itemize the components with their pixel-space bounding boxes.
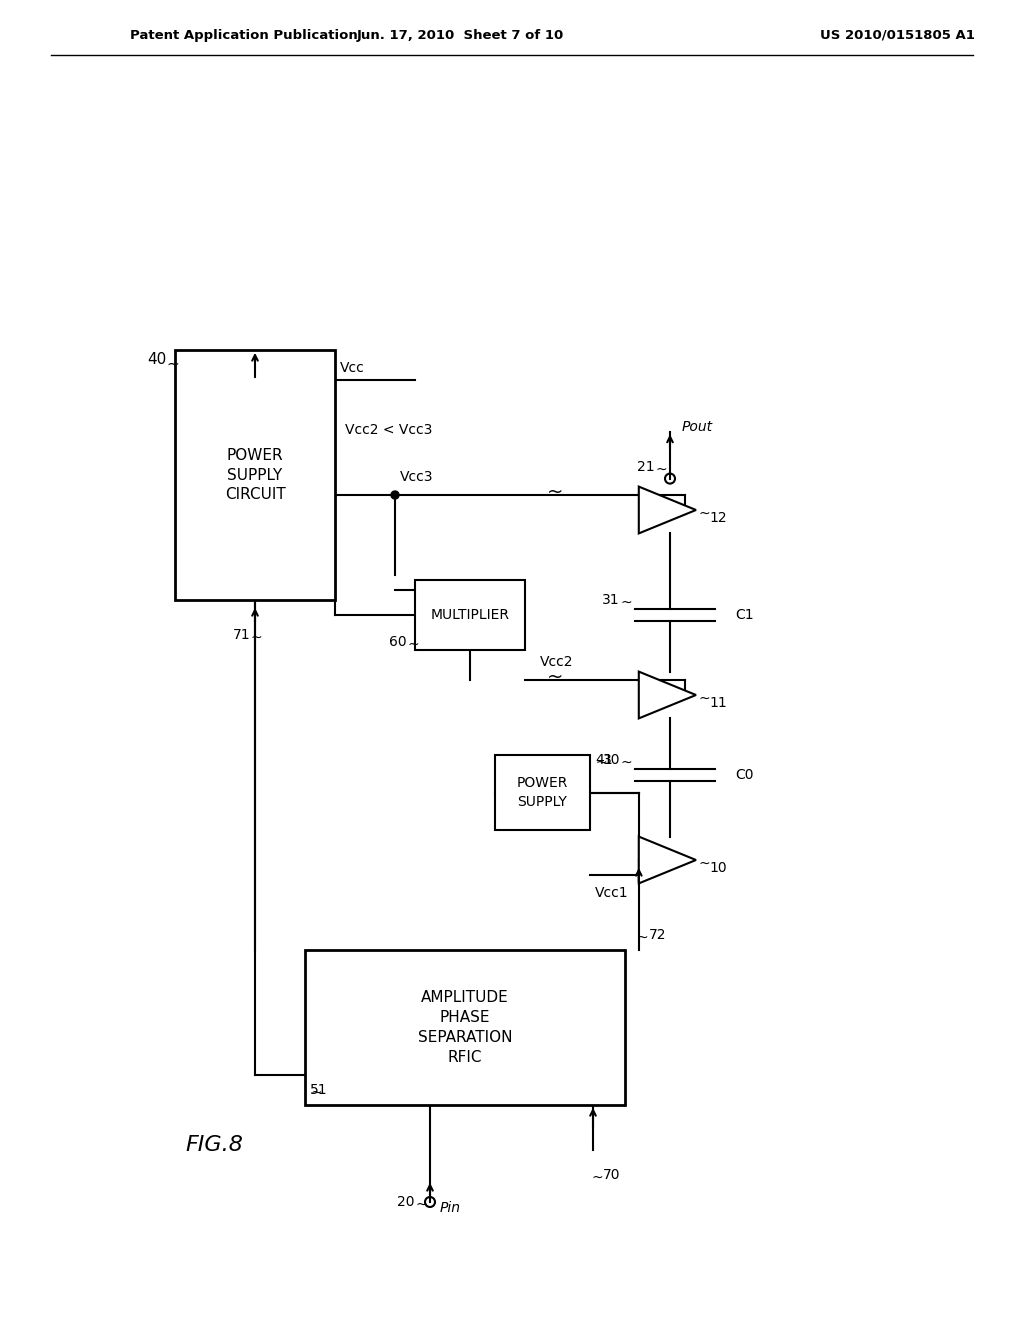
Text: ~: ~ — [250, 631, 262, 645]
Text: MULTIPLIER: MULTIPLIER — [430, 609, 510, 622]
Text: ~: ~ — [621, 756, 632, 770]
Text: C0: C0 — [735, 768, 754, 781]
Polygon shape — [639, 672, 696, 718]
Text: Patent Application Publication: Patent Application Publication — [130, 29, 357, 41]
Text: 10: 10 — [710, 861, 727, 875]
Text: US 2010/0151805 A1: US 2010/0151805 A1 — [820, 29, 975, 41]
Text: ~: ~ — [655, 462, 667, 477]
Text: 71: 71 — [232, 628, 250, 642]
Text: Jun. 17, 2010  Sheet 7 of 10: Jun. 17, 2010 Sheet 7 of 10 — [356, 29, 563, 41]
Text: ~: ~ — [547, 668, 563, 686]
Text: Vcc1: Vcc1 — [595, 886, 629, 900]
Text: 51: 51 — [310, 1082, 328, 1097]
Text: ~: ~ — [310, 1086, 322, 1100]
Text: 12: 12 — [710, 511, 727, 525]
Bar — [415, 579, 525, 649]
Text: FIG.8: FIG.8 — [185, 1135, 243, 1155]
Text: Vcc: Vcc — [340, 360, 365, 375]
Text: Vcc2: Vcc2 — [540, 655, 573, 669]
Text: ~: ~ — [698, 692, 710, 706]
Polygon shape — [639, 837, 696, 883]
Text: Pout: Pout — [682, 420, 713, 433]
Text: 41: 41 — [595, 752, 612, 767]
Text: Pin: Pin — [440, 1201, 461, 1214]
Text: ~: ~ — [408, 638, 419, 652]
Text: 30: 30 — [602, 752, 620, 767]
Text: 20: 20 — [397, 1195, 415, 1209]
Text: ~: ~ — [547, 483, 563, 502]
Text: POWER
SUPPLY
CIRCUIT: POWER SUPPLY CIRCUIT — [224, 447, 286, 503]
Text: 31: 31 — [602, 593, 620, 607]
Text: POWER
SUPPLY: POWER SUPPLY — [517, 776, 568, 809]
Bar — [175, 350, 335, 601]
Text: ~: ~ — [591, 1171, 603, 1185]
Text: C1: C1 — [735, 609, 754, 622]
Text: AMPLITUDE
PHASE
SEPARATION
RFIC: AMPLITUDE PHASE SEPARATION RFIC — [418, 990, 512, 1065]
Text: ~: ~ — [637, 931, 648, 945]
Text: Vcc2 < Vcc3: Vcc2 < Vcc3 — [345, 422, 432, 437]
Text: 11: 11 — [710, 696, 727, 710]
Text: 40: 40 — [147, 352, 167, 367]
Text: 70: 70 — [603, 1168, 621, 1181]
Text: ~: ~ — [698, 857, 710, 871]
Polygon shape — [639, 487, 696, 533]
Bar — [495, 755, 590, 830]
Text: ~: ~ — [415, 1199, 427, 1212]
Text: ~: ~ — [698, 507, 710, 521]
Text: 21: 21 — [637, 459, 655, 474]
Text: 72: 72 — [649, 928, 667, 942]
Text: ~: ~ — [595, 756, 607, 770]
Text: ~: ~ — [167, 356, 179, 371]
Bar — [305, 950, 625, 1105]
Circle shape — [391, 491, 399, 499]
Text: 60: 60 — [389, 635, 407, 649]
Text: ~: ~ — [621, 597, 632, 610]
Text: Vcc3: Vcc3 — [400, 470, 433, 484]
